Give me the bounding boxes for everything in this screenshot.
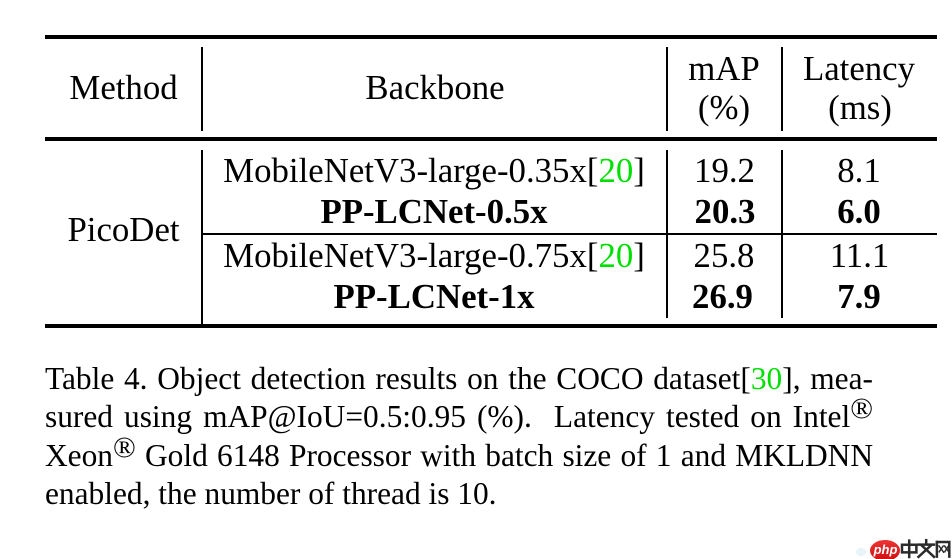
svg-text:php: php (873, 542, 898, 557)
